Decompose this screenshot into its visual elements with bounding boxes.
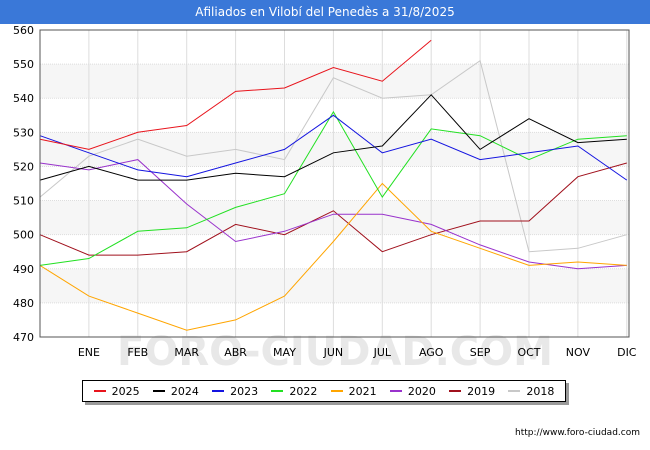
source-url: http://www.foro-ciudad.com xyxy=(515,428,640,438)
x-tick-label: NOV xyxy=(566,346,591,359)
legend-swatch xyxy=(152,390,165,392)
series-line-2022 xyxy=(39,110,627,266)
series-line-2024 xyxy=(39,94,627,181)
y-tick-label: 510 xyxy=(13,195,34,208)
legend-label: 2020 xyxy=(407,384,436,398)
legend-label: 2018 xyxy=(526,384,555,398)
y-tick-label: 480 xyxy=(13,297,34,310)
legend-swatch xyxy=(212,390,225,392)
legend-item-2018: 2018 xyxy=(508,385,554,398)
y-tick-label: 470 xyxy=(13,331,34,344)
legend-item-2025: 2025 xyxy=(93,384,140,398)
x-tick-label: ENE xyxy=(78,346,100,359)
grid-band xyxy=(40,64,629,99)
legend: 2025 2024 2023 2022 2021 2020 2019 2018 xyxy=(82,380,566,402)
legend-swatch xyxy=(93,390,106,392)
legend-label: 2019 xyxy=(467,384,496,398)
y-tick-label: 560 xyxy=(13,24,34,37)
y-tick-label: 520 xyxy=(13,160,34,173)
legend-label: 2023 xyxy=(230,384,259,398)
legend-item-2022: 2022 xyxy=(271,385,317,398)
legend-item-2019: 2019 xyxy=(449,385,495,398)
series-line-2020 xyxy=(39,159,627,270)
y-tick-label: 500 xyxy=(13,229,34,242)
legend-label: 2022 xyxy=(289,384,318,398)
legend-swatch xyxy=(330,390,343,392)
legend-swatch xyxy=(449,390,462,392)
x-tick-label: FEB xyxy=(127,346,148,359)
x-tick-label: DIC xyxy=(617,346,637,359)
series-line-2023 xyxy=(39,114,628,181)
legend-swatch xyxy=(271,390,284,392)
x-tick-label: MAR xyxy=(174,346,199,359)
series-line-2025 xyxy=(39,39,432,150)
y-tick-label: 540 xyxy=(13,92,34,105)
series-line-2018 xyxy=(39,59,627,253)
x-tick-label: OCT xyxy=(517,346,540,359)
x-tick-label: JUN xyxy=(323,346,344,359)
plot-frame xyxy=(39,29,630,338)
chart-title: Afiliados en Vilobí del Penedès a 31/8/2… xyxy=(0,0,650,24)
x-tick-label: AGO xyxy=(419,346,444,359)
grid-band xyxy=(40,200,629,235)
y-tick-label: 550 xyxy=(13,58,34,71)
legend-label: 2021 xyxy=(348,384,377,398)
legend-item-2021: 2021 xyxy=(330,384,377,398)
x-tick-label: MAY xyxy=(273,346,296,359)
legend-item-2020: 2020 xyxy=(389,384,436,398)
grid-band xyxy=(40,268,629,303)
legend-label: 2024 xyxy=(170,384,199,398)
legend-item-2024: 2024 xyxy=(152,384,199,398)
legend-item-2023: 2023 xyxy=(212,385,258,398)
x-tick-label: ABR xyxy=(224,346,247,359)
legend-swatch xyxy=(508,390,521,392)
y-tick-label: 530 xyxy=(13,126,34,139)
legend-label: 2025 xyxy=(111,384,140,398)
series-line-2019 xyxy=(39,162,627,256)
series-line-2021 xyxy=(39,182,627,331)
x-tick-label: JUL xyxy=(373,346,392,359)
legend-swatch xyxy=(389,390,402,392)
y-tick-label: 490 xyxy=(13,263,34,276)
x-tick-label: SEP xyxy=(470,346,491,359)
